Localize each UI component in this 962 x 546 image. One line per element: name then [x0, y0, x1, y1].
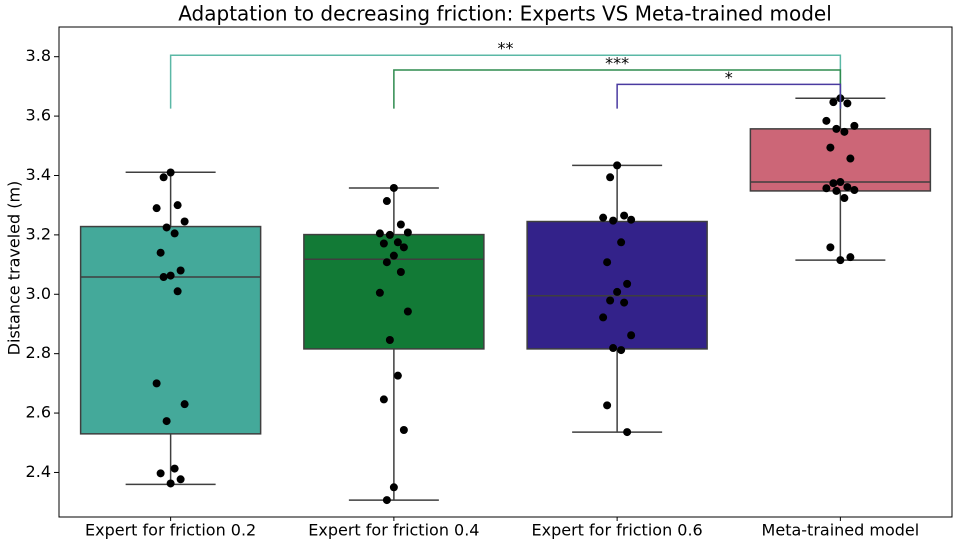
- significance-bracket: [616, 83, 842, 109]
- data-point: [396, 268, 405, 276]
- data-point: [822, 116, 831, 125]
- data-point: [840, 127, 849, 136]
- data-point: [396, 220, 405, 229]
- data-point: [173, 201, 182, 210]
- x-tick-label: Expert for friction 0.2: [85, 521, 256, 540]
- data-point: [382, 258, 391, 267]
- data-point: [152, 204, 161, 213]
- data-point: [832, 186, 841, 195]
- chart-title: Adaptation to decreasing friction: Exper…: [178, 2, 832, 26]
- data-point: [599, 313, 608, 322]
- data-point: [850, 121, 859, 130]
- data-point: [399, 425, 408, 434]
- data-point: [389, 183, 398, 192]
- data-point: [152, 379, 161, 388]
- data-point: [403, 228, 412, 237]
- data-point: [399, 243, 408, 252]
- data-point: [389, 483, 398, 492]
- data-point: [162, 417, 171, 426]
- data-point: [382, 496, 391, 505]
- data-point: [609, 216, 618, 225]
- significance-label: ***: [605, 54, 629, 73]
- data-point: [176, 266, 185, 275]
- data-point: [627, 215, 636, 224]
- y-axis-label: Distance traveled (m): [5, 181, 24, 356]
- data-point: [156, 248, 165, 257]
- data-point: [385, 230, 394, 239]
- data-point: [603, 401, 612, 410]
- data-point: [613, 161, 622, 170]
- data-point: [379, 395, 388, 404]
- data-point: [403, 307, 412, 316]
- data-point: [180, 400, 189, 409]
- data-point: [843, 99, 852, 108]
- data-point: [382, 197, 391, 206]
- y-tick-label: 3.2: [26, 224, 51, 243]
- data-point: [385, 336, 394, 345]
- data-point: [166, 168, 175, 177]
- data-point: [829, 179, 838, 188]
- data-point: [822, 184, 831, 193]
- data-point: [393, 371, 402, 380]
- data-point: [826, 243, 835, 252]
- data-point: [162, 223, 171, 232]
- y-tick-label: 3.4: [26, 165, 51, 184]
- data-point: [836, 178, 845, 187]
- data-point: [627, 331, 636, 340]
- data-point: [166, 271, 175, 280]
- data-point: [846, 154, 855, 163]
- data-point: [599, 213, 608, 222]
- data-point: [180, 217, 189, 226]
- plot-frame: [58, 26, 953, 518]
- data-point: [603, 258, 612, 267]
- data-point: [379, 239, 388, 248]
- data-point: [609, 344, 618, 353]
- significance-label: *: [725, 68, 733, 87]
- data-point: [389, 251, 398, 260]
- data-point: [170, 229, 179, 238]
- data-point: [826, 143, 835, 152]
- data-point: [159, 173, 168, 182]
- data-point: [623, 428, 632, 437]
- data-point: [613, 287, 622, 296]
- box: [79, 225, 262, 435]
- data-point: [393, 238, 402, 247]
- data-point: [843, 183, 852, 192]
- data-point: [620, 298, 629, 307]
- significance-label: **: [498, 39, 514, 58]
- y-tick-label: 3.8: [26, 46, 51, 65]
- significance-bracket: [169, 54, 842, 109]
- data-point: [829, 98, 838, 107]
- y-tick-label: 3.0: [26, 284, 51, 303]
- data-point: [840, 194, 849, 203]
- x-tick-label: Expert for friction 0.6: [532, 521, 703, 540]
- data-point: [617, 346, 626, 355]
- data-point: [156, 469, 165, 478]
- x-tick-label: Expert for friction 0.4: [308, 521, 479, 540]
- y-tick-label: 3.6: [26, 106, 51, 125]
- data-point: [832, 124, 841, 133]
- box: [526, 220, 708, 350]
- y-tick-label: 2.4: [26, 462, 51, 481]
- data-point: [159, 273, 168, 282]
- data-point: [606, 296, 615, 305]
- data-point: [836, 256, 845, 265]
- x-tick-label: Meta-trained model: [762, 521, 920, 540]
- data-point: [850, 186, 859, 195]
- data-point: [176, 475, 185, 484]
- data-point: [173, 287, 182, 296]
- data-point: [617, 238, 626, 247]
- y-tick-label: 2.8: [26, 343, 51, 362]
- data-point: [170, 464, 179, 473]
- data-point: [620, 211, 629, 220]
- data-point: [606, 173, 615, 182]
- data-point: [375, 288, 384, 297]
- data-point: [166, 479, 175, 488]
- data-point: [846, 253, 855, 262]
- y-tick-label: 2.6: [26, 403, 51, 422]
- data-point: [623, 279, 632, 288]
- data-point: [375, 229, 384, 238]
